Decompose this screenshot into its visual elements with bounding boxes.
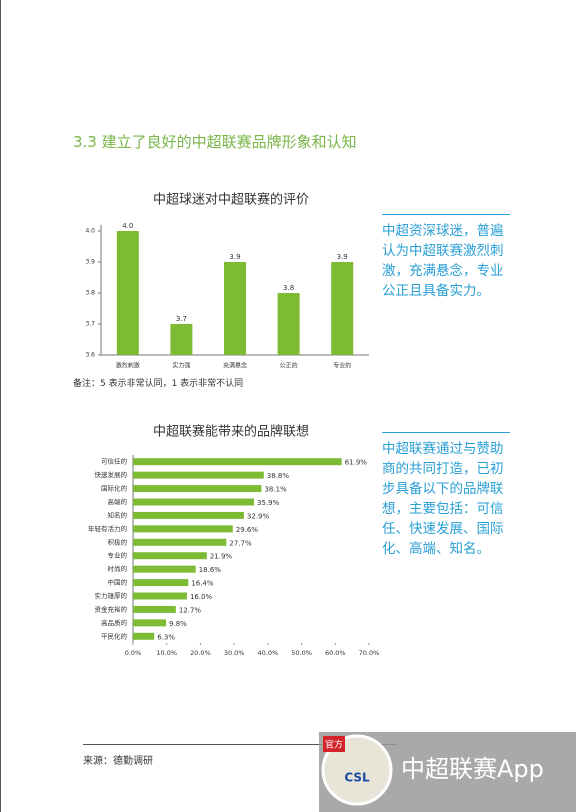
y-tick-label: 3.8 — [85, 290, 95, 297]
bar — [133, 485, 262, 493]
bar — [133, 579, 189, 587]
watermark-badge-bg — [323, 736, 345, 752]
bar — [133, 458, 342, 466]
value-label: 38.8% — [267, 472, 290, 480]
sidebar-text: 中超联赛通过与赞助商的共同打造，已初步具备以下的品牌联想，主要包括：可信任、快速… — [382, 432, 510, 559]
y-tick-label: 专业的 — [108, 551, 128, 560]
watermark-logo-text: CSL — [344, 771, 370, 785]
chart-note: 备注：5 表示非常认同，1 表示非常不认同 — [73, 379, 244, 389]
y-tick-label: 实力雄厚的 — [95, 591, 128, 600]
bar — [133, 525, 233, 533]
bar — [116, 231, 139, 355]
value-label: 3.9 — [229, 253, 240, 261]
value-label: 16.0% — [190, 593, 213, 601]
x-tick-label: 公正的 — [280, 362, 298, 370]
value-label: 29.6% — [236, 526, 259, 534]
y-tick-label: 3.6 — [85, 352, 95, 359]
sidebar-text: 中超资深球迷，普遍认为中超联赛激烈刺激，充满悬念，专业公正且具备实力。 — [382, 214, 510, 301]
x-tick-label: 40.0% — [258, 649, 279, 657]
bar — [224, 262, 246, 355]
bar — [170, 324, 193, 355]
value-label: 21.9% — [210, 553, 233, 561]
bar — [133, 619, 167, 627]
y-tick-label: 年轻有活力的 — [88, 524, 128, 533]
value-label: 27.7% — [229, 539, 252, 547]
y-tick-label: 平民化的 — [101, 631, 128, 640]
watermark-logo — [321, 734, 393, 806]
y-tick-label: 高端的 — [108, 497, 128, 506]
chart-title: 中超球迷对中超联赛的评价 — [153, 192, 309, 208]
y-tick-label: 3.9 — [85, 259, 95, 266]
bar — [133, 592, 187, 600]
y-tick-label: 4.0 — [85, 228, 95, 235]
y-tick-label: 3.7 — [85, 321, 95, 328]
bar — [133, 471, 264, 479]
value-label: 6.3% — [157, 633, 175, 641]
bar — [331, 262, 354, 355]
x-tick-label: 10.0% — [156, 649, 177, 657]
section-heading: 3.3 建立了良好的中超联赛品牌形象和认知 — [73, 133, 357, 151]
value-label: 4.0 — [122, 222, 133, 230]
bar — [133, 632, 155, 640]
footer-rule — [83, 744, 397, 745]
y-tick-label: 可信任的 — [101, 457, 128, 466]
footer-source: 来源：德勤调研 — [83, 756, 153, 767]
value-label: 3.8 — [283, 284, 294, 292]
x-tick-label: 60.0% — [325, 649, 346, 657]
value-label: 38.1% — [264, 486, 287, 494]
x-tick-label: 70.0% — [359, 649, 380, 657]
value-label: 32.9% — [247, 512, 270, 520]
y-tick-label: 快速发展的 — [95, 470, 128, 479]
value-label: 18.6% — [199, 566, 222, 574]
bar — [133, 538, 227, 546]
x-tick-label: 激烈刺激 — [116, 362, 140, 370]
x-tick-label: 50.0% — [291, 649, 312, 657]
bar — [133, 605, 176, 613]
x-tick-label: 充满悬念 — [223, 362, 247, 370]
watermark-app-name: 中超联赛App — [401, 755, 544, 783]
x-tick-label: 专业的 — [333, 362, 351, 370]
value-label: 12.7% — [179, 606, 202, 614]
x-tick-label: 20.0% — [190, 649, 211, 657]
x-tick-label: 0.0% — [125, 649, 142, 657]
y-tick-label: 时尚的 — [108, 564, 128, 573]
y-tick-label: 国际化的 — [101, 484, 128, 493]
value-label: 9.8% — [169, 620, 187, 628]
value-label: 3.7 — [176, 315, 187, 323]
x-tick-label: 30.0% — [224, 649, 245, 657]
value-label: 61.9% — [345, 459, 368, 467]
chart-title: 中超联赛能带来的品牌联想 — [153, 424, 309, 440]
bar — [133, 565, 196, 573]
y-tick-label: 知名的 — [108, 510, 128, 519]
bar — [133, 552, 207, 560]
value-label: 3.9 — [337, 253, 348, 261]
value-label: 16.4% — [191, 580, 214, 588]
x-tick-label: 实力强 — [172, 362, 190, 370]
bar — [133, 498, 255, 506]
bar — [277, 293, 300, 355]
bar — [133, 511, 244, 519]
value-label: 35.9% — [257, 499, 280, 507]
y-tick-label: 高品质的 — [101, 618, 128, 627]
y-tick-label: 积极的 — [108, 537, 128, 546]
y-tick-label: 资金充裕的 — [95, 604, 128, 613]
watermark-badge: 官方 — [325, 739, 343, 751]
y-tick-label: 中国的 — [108, 578, 128, 587]
